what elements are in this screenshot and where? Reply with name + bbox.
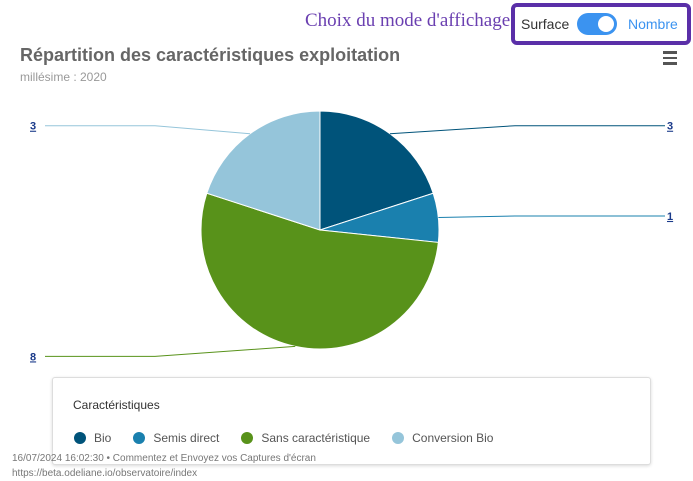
display-mode-toggle-group: Surface Nombre — [511, 3, 691, 45]
legend-item-label: Conversion Bio — [412, 431, 494, 445]
chart-title: Répartition des caractéristiques exploit… — [20, 45, 401, 65]
pie-slice-3[interactable] — [206, 110, 321, 231]
legend-item[interactable]: Bio — [74, 431, 111, 445]
footer-url: https://beta.odeliane.io/observatoire/in… — [12, 468, 198, 479]
legend-item[interactable]: Semis direct — [133, 431, 219, 445]
hamburger-menu-icon[interactable] — [663, 51, 677, 68]
footer: 16/07/2024 16:02:30 • Commentez et Envoy… — [12, 451, 316, 481]
footer-timestamp: 16/07/2024 16:02:30 • Commentez et Envoy… — [12, 453, 316, 464]
legend-item-label: Bio — [94, 431, 112, 445]
connector-line-3 — [45, 125, 251, 135]
pie-slice-0[interactable] — [319, 110, 434, 231]
legend-marker-icon — [133, 432, 146, 444]
toggle-label-nombre[interactable]: Nombre — [628, 16, 678, 32]
connector-line-0 — [389, 125, 665, 135]
chart-subtitle: millésime : 2020 — [20, 70, 107, 84]
legend-item-label: Semis direct — [153, 431, 220, 445]
mode-label: Choix du mode d'affichage — [305, 10, 511, 31]
legend-item[interactable]: Conversion Bio — [392, 431, 493, 445]
display-mode-switch[interactable] — [577, 13, 617, 35]
legend-item-label: Sans caractéristique — [261, 431, 371, 445]
data-label-1[interactable]: 1 — [667, 211, 673, 223]
legend-item[interactable]: Sans caractéristique — [241, 431, 370, 445]
legend-marker-icon — [74, 432, 86, 444]
data-label-3[interactable]: 3 — [30, 121, 36, 133]
toggle-label-surface[interactable]: Surface — [521, 16, 570, 32]
legend-marker-icon — [392, 432, 405, 444]
legend-marker-icon — [241, 432, 254, 444]
data-label-0[interactable]: 3 — [667, 121, 673, 133]
switch-knob — [598, 16, 614, 32]
legend: Caractéristiques Bio Semis direct Sans car… — [52, 377, 651, 465]
connector-line-2 — [45, 345, 296, 357]
data-label-2[interactable]: 8 — [30, 351, 36, 363]
legend-title: Caractéristiques — [73, 398, 160, 412]
pie-slice-2[interactable] — [200, 192, 439, 350]
connector-line-1 — [438, 215, 665, 219]
